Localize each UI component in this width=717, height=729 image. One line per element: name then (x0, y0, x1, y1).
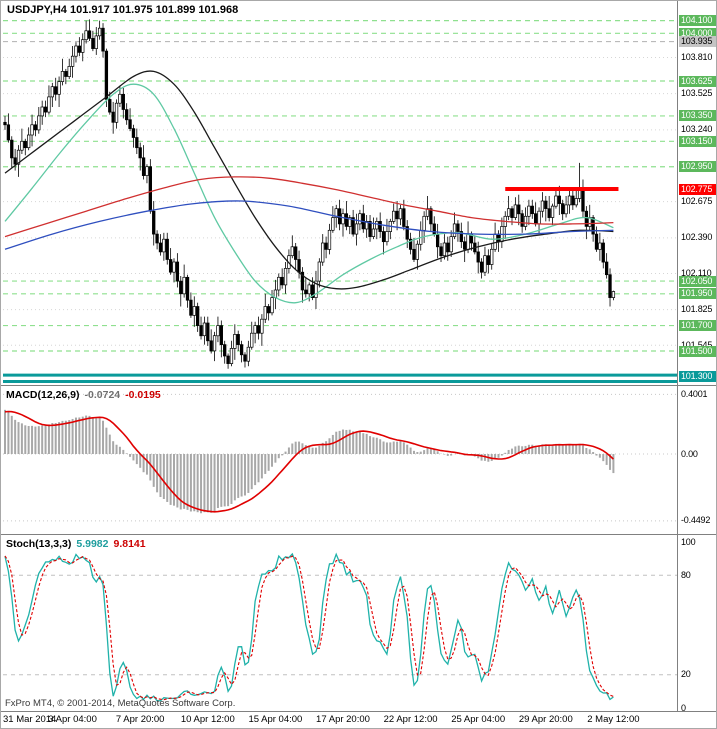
price-axis-label: 103.150 (679, 135, 716, 147)
macd-signal-value: -0.0195 (125, 389, 161, 401)
price-axis-label: 102.950 (679, 161, 716, 173)
ma-fast-teal (4, 83, 614, 304)
price-axis-label: 101.300 (679, 370, 716, 382)
panel-borders-layer (1, 1, 716, 712)
price-axis-label: 103.935 (679, 36, 716, 48)
chart-title: USDJPY,H4 101.917 101.975 101.899 101.96… (7, 4, 239, 16)
stoch-name: Stoch(13,3,3) (6, 538, 72, 550)
price-axis-label: 80 (681, 569, 691, 580)
price-axis-label: 101.545 (679, 340, 716, 351)
macd-histogram-layer (4, 409, 615, 514)
price-axis-label: 103.350 (679, 110, 716, 122)
price-axis-label: 100 (681, 536, 696, 547)
time-axis-label: 29 Apr 20:00 (518, 714, 573, 725)
price-axis-label: 103.810 (681, 52, 713, 62)
stoch-signal-value: 9.8141 (113, 538, 146, 550)
price-axis-label: 101.500 (679, 345, 716, 357)
time-axis-label: 31 Mar 2014 (3, 714, 57, 725)
price-axis-label: 101.700 (679, 320, 716, 332)
price-axis-label: 0.00 (681, 448, 698, 459)
price-axis-label: 103.625 (679, 75, 716, 87)
macd-grid-layer (3, 393, 677, 522)
time-axis-label: 25 Apr 04:00 (451, 714, 506, 725)
price-axis-label: 102.675 (681, 196, 713, 207)
time-axis-label: 17 Apr 20:00 (316, 714, 370, 725)
time-axis-label: 22 Apr 12:00 (383, 714, 438, 725)
price-axis-label: 101.825 (681, 304, 713, 315)
price-axis-label: 20 (681, 669, 691, 680)
ma-slow-red (4, 176, 614, 238)
price-axis-label: 104.100 (679, 15, 716, 27)
price-axis-label: 102.050 (679, 275, 716, 287)
stoch-main-layer (4, 552, 614, 702)
time-axis-label: 2 May 12:00 (587, 714, 640, 725)
time-axis-label: 10 Apr 12:00 (180, 714, 235, 725)
support-resistance-layer (3, 20, 677, 383)
ma-long-blue (4, 200, 614, 250)
price-axis-label: 0 (681, 702, 686, 713)
price-axis-label: 0.4001 (681, 388, 708, 399)
price-axis-label: -0.4492 (681, 515, 711, 526)
price-axis-label: 102.110 (681, 268, 712, 278)
price-axis-label: 103.240 (681, 124, 713, 135)
moving-averages-layer (4, 70, 614, 304)
time-axis-label: 3 Apr 04:00 (48, 714, 97, 725)
copyright-text: FxPro MT4, © 2001-2014, MetaQuotes Softw… (5, 698, 236, 709)
time-axis-label: 7 Apr 20:00 (115, 714, 165, 725)
price-axis-label: 104.000 (679, 27, 716, 39)
price-axis-label: 102.390 (681, 232, 713, 243)
macd-main-value: -0.0724 (84, 389, 121, 401)
macd-indicator-title: MACD(12,26,9) -0.0724 -0.0195 (6, 389, 166, 401)
price-axis-label: 101.950 (679, 288, 716, 300)
ma-mid-black (4, 70, 614, 290)
stochastic-indicator-title: Stoch(13,3,3) 5.9982 9.8141 (6, 538, 151, 550)
macd-signal-layer (4, 410, 614, 513)
stoch-main-value: 5.9982 (76, 538, 109, 550)
candles-layer (3, 19, 616, 369)
price-axis-label: 102.775 (679, 183, 716, 195)
time-axis-label: 15 Apr 04:00 (248, 714, 303, 725)
macd-name: MACD(12,26,9) (6, 389, 80, 401)
price-axis-label: 103.525 (681, 88, 713, 99)
